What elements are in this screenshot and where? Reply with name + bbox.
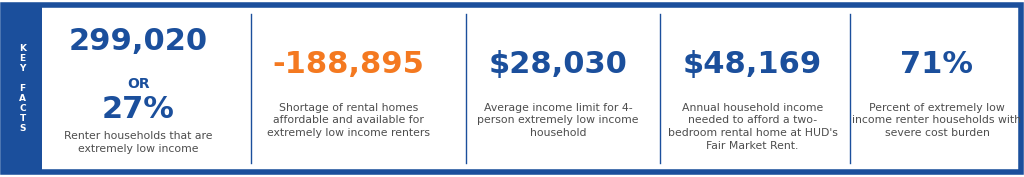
Text: 27%: 27% <box>101 95 175 124</box>
Text: Average income limit for 4-
person extremely low income
household: Average income limit for 4- person extre… <box>477 103 639 138</box>
Text: Percent of extremely low
income renter households with
severe cost burden: Percent of extremely low income renter h… <box>852 103 1022 138</box>
Text: $28,030: $28,030 <box>488 50 628 79</box>
Text: Renter households that are
extremely low income: Renter households that are extremely low… <box>63 131 213 154</box>
Text: -188,895: -188,895 <box>272 50 424 79</box>
Text: Shortage of rental homes
affordable and available for
extremely low income rente: Shortage of rental homes affordable and … <box>266 103 430 138</box>
Bar <box>3 5 42 172</box>
Text: 71%: 71% <box>900 50 974 79</box>
Text: Annual household income
needed to afford a two-
bedroom rental home at HUD's
Fai: Annual household income needed to afford… <box>668 103 838 151</box>
Text: K
E
Y
 
F
A
C
T
S: K E Y F A C T S <box>19 44 26 133</box>
Text: $48,169: $48,169 <box>683 50 822 79</box>
Text: 299,020: 299,020 <box>69 27 208 56</box>
Text: OR: OR <box>127 77 150 91</box>
